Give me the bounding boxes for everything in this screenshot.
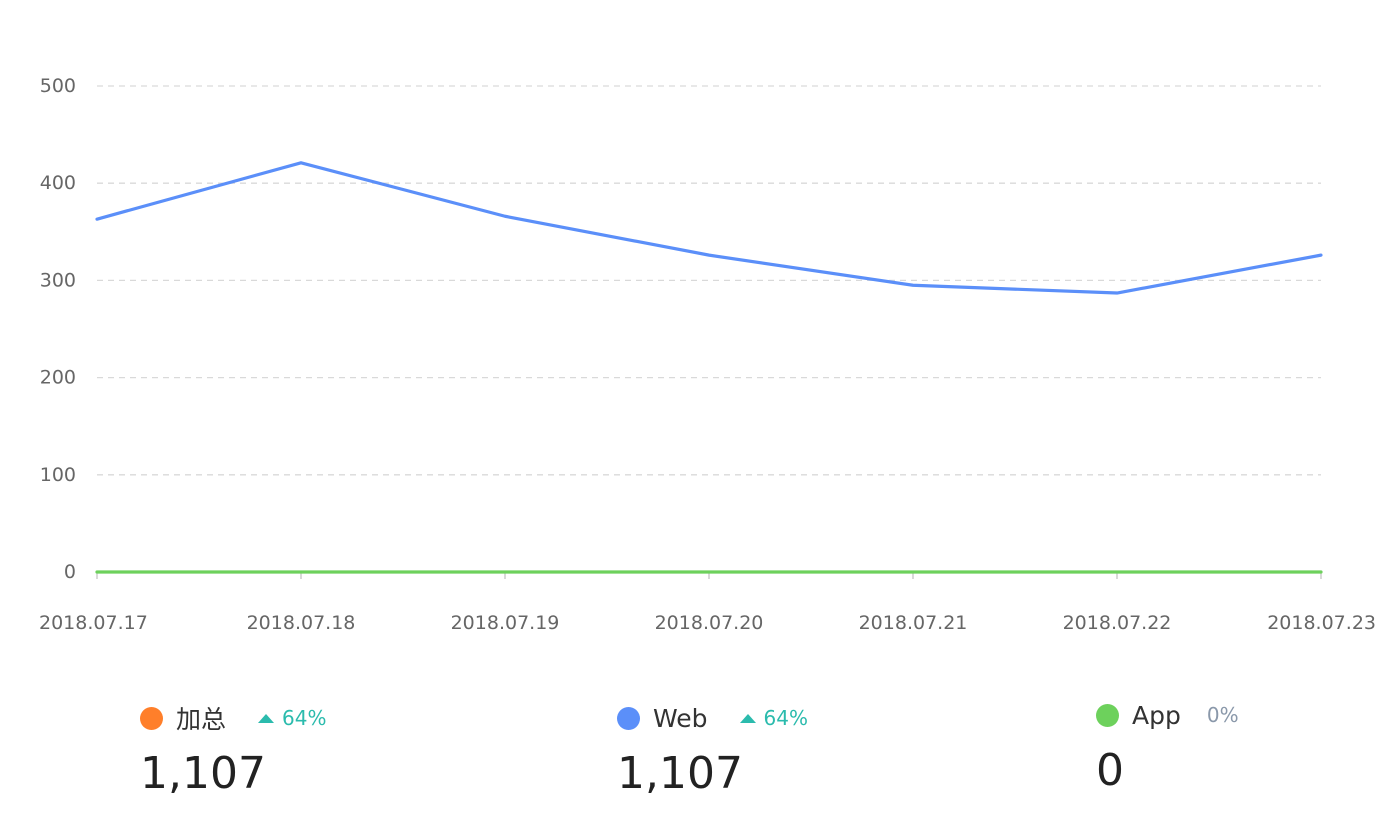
legend-total: 加总 64% 1,107: [140, 700, 326, 810]
x-tick-label: 2018.07.20: [655, 612, 764, 634]
y-gridlines: [97, 85, 1321, 476]
app-color-dot: [1096, 703, 1119, 727]
y-tick-label: 400: [40, 172, 76, 194]
app-change: 0%: [1207, 703, 1239, 727]
total-label: 加总: [176, 705, 227, 734]
app-change-value: 0%: [1206, 703, 1239, 727]
total-change: 64%: [258, 706, 326, 730]
app-label: App: [1132, 700, 1181, 730]
legend-app: App 0% 0: [1096, 697, 1239, 807]
x-axis: 2018.07.17 2018.07.18 2018.07.19 2018.07.20…: [39, 571, 1376, 634]
y-axis-labels: 0 100 200 300 400 500: [40, 75, 76, 583]
y-tick-label: 0: [64, 561, 76, 583]
legend-web: Web 64% 1,107: [617, 700, 808, 810]
series-lines: [95, 161, 1323, 574]
x-tick-label: 2018.07.23: [1267, 612, 1376, 634]
y-tick-label: 100: [40, 464, 76, 486]
web-change: 64%: [739, 706, 808, 730]
web-label: Web: [653, 703, 708, 733]
x-tick-label: 2018.07.19: [451, 612, 560, 634]
total-change-value: 64%: [282, 706, 327, 730]
web-change-value: 64%: [763, 706, 808, 730]
up-arrow-icon: [739, 713, 756, 723]
x-tick-label: 2018.07.18: [247, 612, 356, 634]
y-tick-label: 300: [40, 269, 76, 291]
y-tick-label: 200: [40, 367, 76, 389]
x-tick-label: 2018.07.21: [859, 612, 968, 634]
web-color-dot: [617, 706, 640, 730]
total-color-dot: [140, 706, 163, 730]
y-tick-label: 500: [40, 75, 76, 97]
x-tick-label: 2018.07.22: [1063, 612, 1172, 634]
total-value: 1,107: [140, 748, 266, 799]
x-tick-label: 2018.07.17: [39, 612, 148, 634]
series-line-web: [95, 161, 1323, 295]
up-arrow-icon: [258, 713, 275, 723]
app-value: 0: [1096, 745, 1124, 796]
web-value: 1,107: [617, 748, 743, 799]
